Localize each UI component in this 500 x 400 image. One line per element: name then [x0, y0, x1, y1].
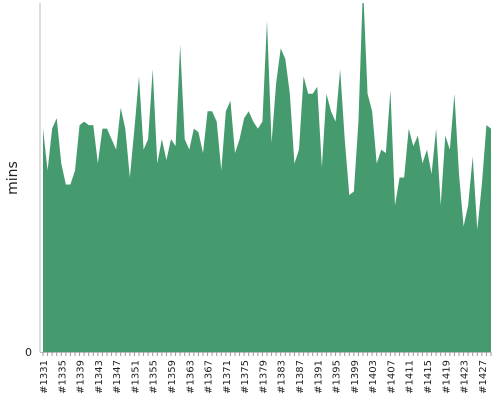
x-tick-label: #1331 — [39, 360, 50, 394]
x-tick-label: #1371 — [222, 360, 233, 394]
x-tick-label: #1419 — [441, 360, 452, 394]
x-tick-label: #1355 — [149, 360, 160, 394]
x-tick-label: #1399 — [350, 360, 361, 394]
x-tick-label: #1339 — [76, 360, 87, 394]
x-tick-label: #1347 — [112, 360, 123, 394]
x-tick-label: #1363 — [185, 360, 196, 394]
x-tick-label: #1383 — [277, 360, 288, 394]
x-tick-label: #1415 — [423, 360, 434, 394]
x-tick-label: #1411 — [405, 360, 416, 394]
x-tick-label: #1335 — [57, 360, 68, 394]
x-tick-label: #1423 — [460, 360, 471, 394]
x-tick-label: #1387 — [295, 360, 306, 394]
x-tick-label: #1403 — [368, 360, 379, 394]
x-tick-label: #1367 — [204, 360, 215, 394]
y-axis-label: mins — [5, 161, 21, 195]
x-tick-label: #1395 — [332, 360, 343, 394]
area — [43, 3, 491, 352]
x-tick-label: #1359 — [167, 360, 178, 394]
x-tick-label: #1343 — [94, 360, 105, 394]
x-tick-label: #1391 — [313, 360, 324, 394]
x-tick-label: #1427 — [478, 360, 489, 394]
x-tick-label: #1351 — [130, 360, 141, 394]
x-tick-label: #1379 — [258, 360, 269, 394]
x-tick-label: #1407 — [386, 360, 397, 394]
x-tick-label: #1375 — [240, 360, 251, 394]
y-tick-label: 0 — [25, 346, 32, 359]
plot-area — [43, 3, 491, 352]
